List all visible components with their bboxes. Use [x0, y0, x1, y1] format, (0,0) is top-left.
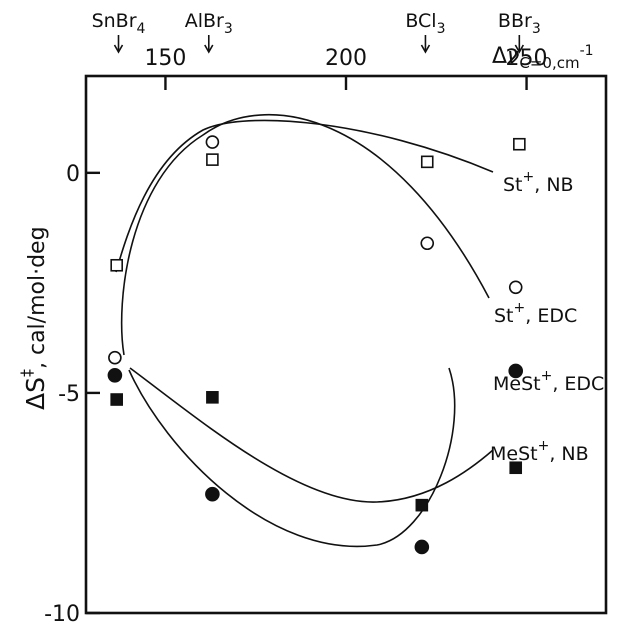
curve-mest-edc: [128, 367, 456, 548]
point-mest-edc-snbr4: [107, 368, 123, 383]
condition-arrow-bbr3: [514, 35, 525, 54]
series-label-st-nb-sup: +: [523, 169, 535, 185]
series-label-mest-nb-sup: +: [538, 438, 550, 454]
curve-st-nb: [115, 119, 494, 273]
fitted-curves: [115, 113, 494, 548]
left-tick-label-0: 0: [66, 162, 80, 187]
point-st-nb-bcl3: [420, 155, 434, 169]
point-mest-nb-bbr3: [509, 461, 523, 475]
left-axis-title-sup: ‡: [17, 369, 36, 377]
left-axis-ticks: 0 -5 -10: [44, 162, 100, 624]
condition-sub-bbr3: 3: [532, 21, 541, 37]
condition-arrow-snbr4: [113, 35, 124, 54]
point-st-nb-albr3: [206, 153, 219, 166]
condition-arrow-albr3: [204, 35, 214, 54]
point-mest-nb-snbr4: [110, 393, 123, 406]
curve-st-edc: [120, 113, 490, 356]
point-st-edc-bbr3: [508, 280, 523, 295]
top-axis-ticks: 150 200 250: [144, 46, 548, 90]
condition-name-bcl3: BCl: [405, 10, 436, 32]
series-label-st-edc-suffix: , EDC: [525, 305, 577, 327]
series-label-mest-nb: MeSt+, NB: [490, 438, 589, 465]
condition-name-albr3: AlBr: [185, 10, 224, 32]
condition-sub-albr3: 3: [224, 21, 233, 37]
arrow-head: [420, 44, 431, 54]
top-axis-title-sub: C=0,cm: [519, 54, 579, 72]
top-tick-label-200: 200: [325, 46, 367, 71]
data-markers: [107, 135, 526, 555]
point-mest-edc-bcl3: [414, 539, 430, 555]
series-label-st-edc: St+, EDC: [494, 300, 577, 327]
top-axis-title: ΔνC=0,cm-1: [492, 43, 594, 72]
series-label-mest-edc-suffix: , EDC: [552, 373, 604, 395]
point-mest-edc-albr3: [205, 486, 220, 502]
point-st-edc-albr3: [205, 135, 220, 149]
top-axis-title-sup: -1: [580, 43, 594, 59]
condition-label-bbr3: BBr3: [498, 10, 541, 37]
condition-labels: SnBr4 AlBr3 BCl3 BBr3: [92, 10, 541, 54]
arrow-head: [514, 44, 525, 54]
curve-mest-nb: [129, 367, 494, 503]
series-label-st-nb-suffix: , NB: [534, 174, 573, 196]
arrow-head: [204, 44, 214, 54]
condition-label-albr3: AlBr3: [185, 10, 233, 37]
left-axis-title-unit: , cal/mol·deg: [25, 226, 50, 369]
top-axis-title-delta: Δ: [492, 44, 507, 69]
series-label-st-nb-name: St: [503, 174, 523, 196]
condition-name-snbr4: SnBr: [92, 10, 137, 32]
condition-label-bcl3: BCl3: [405, 10, 445, 37]
condition-sub-bcl3: 3: [437, 21, 446, 37]
top-tick-label-250: 250: [506, 46, 548, 71]
series-label-st-edc-name: St: [494, 305, 514, 327]
point-mest-nb-bcl3: [415, 498, 429, 512]
point-st-edc-bcl3: [420, 236, 435, 251]
point-mest-nb-albr3: [206, 391, 219, 404]
top-axis-title-nu: ν: [507, 44, 519, 69]
point-st-nb-snbr4: [110, 258, 123, 272]
series-label-st-nb: St+, NB: [503, 169, 574, 196]
top-tick-label-150: 150: [144, 46, 186, 71]
series-label-st-edc-sup: +: [514, 300, 526, 316]
left-tick-label-minus10: -10: [44, 602, 80, 624]
series-label-mest-edc-name: MeSt: [493, 373, 541, 395]
point-st-edc-snbr4: [108, 350, 122, 365]
series-label-mest-nb-suffix: , NB: [549, 443, 588, 465]
left-axis-title-main: ΔS: [21, 377, 50, 410]
plot-frame: [84, 74, 608, 615]
condition-label-snbr4: SnBr4: [92, 10, 146, 37]
point-st-nb-bbr3: [513, 137, 526, 151]
left-tick-label-minus5: -5: [58, 382, 80, 407]
left-axis-title: ΔS‡, cal/mol·deg: [17, 226, 50, 410]
condition-name-bbr3: BBr: [498, 10, 532, 32]
arrow-head: [113, 44, 124, 54]
series-label-mest-nb-name: MeSt: [490, 443, 538, 465]
condition-sub-snbr4: 4: [137, 21, 146, 37]
series-label-mest-edc-sup: +: [541, 368, 553, 384]
point-mest-edc-bbr3: [508, 363, 524, 379]
condition-arrow-bcl3: [420, 35, 431, 54]
series-label-mest-edc: MeSt+, EDC: [493, 368, 604, 395]
series-labels: St+, NB St+, EDC MeSt+, EDC MeSt+, NB: [490, 169, 604, 465]
